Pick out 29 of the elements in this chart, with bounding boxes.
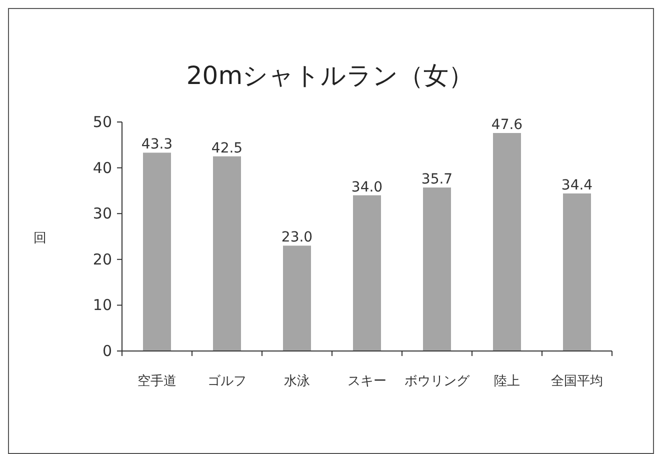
data-label: 42.5 <box>211 140 243 156</box>
x-tick-label: ボウリング <box>404 374 470 389</box>
bar <box>283 246 311 351</box>
y-tick-label: 30 <box>92 204 112 223</box>
y-tick-label: 10 <box>92 296 112 314</box>
bar <box>423 187 451 351</box>
data-label: 47.6 <box>491 116 523 133</box>
y-axis-title: 回 <box>34 231 46 246</box>
x-tick-label: 陸上 <box>494 374 520 389</box>
bar <box>563 193 591 351</box>
chart-title: 20mシャトルラン（女） <box>186 61 474 90</box>
data-label: 34.0 <box>351 179 383 196</box>
x-tick-label: ゴルフ <box>208 374 246 389</box>
y-tick-label: 20 <box>92 250 112 268</box>
x-tick-label: 水泳 <box>284 373 310 389</box>
bar <box>143 152 171 351</box>
x-tick-label: スキー <box>348 374 386 389</box>
data-label: 23.0 <box>281 230 313 246</box>
data-label: 34.4 <box>561 177 593 194</box>
bar <box>213 156 241 351</box>
bar <box>493 132 521 351</box>
x-tick-label: 全国平均 <box>551 374 603 389</box>
data-label: 35.7 <box>421 171 453 188</box>
bar <box>353 195 381 351</box>
data-label: 43.3 <box>141 136 173 153</box>
y-tick-label: 50 <box>92 113 112 131</box>
x-tick-label: 空手道 <box>138 374 176 389</box>
y-tick-label: 40 <box>92 158 112 177</box>
y-tick-label: 0 <box>102 342 112 360</box>
